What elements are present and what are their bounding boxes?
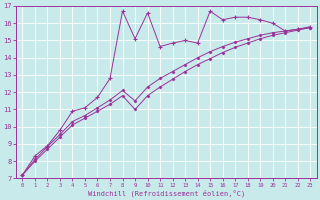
X-axis label: Windchill (Refroidissement éolien,°C): Windchill (Refroidissement éolien,°C) — [88, 189, 245, 197]
